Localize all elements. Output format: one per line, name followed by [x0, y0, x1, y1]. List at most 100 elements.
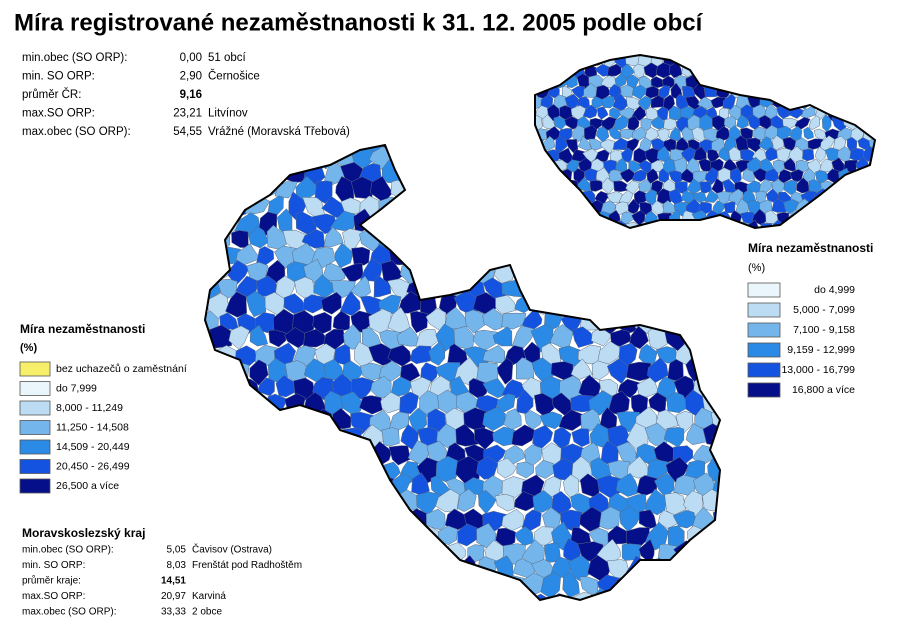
- district: [819, 221, 833, 228]
- district: [225, 291, 247, 318]
- district: [205, 411, 218, 431]
- district: [596, 246, 623, 265]
- district: [572, 326, 594, 348]
- district: [205, 214, 223, 235]
- district: [672, 509, 697, 529]
- district: [818, 55, 834, 70]
- district: [540, 219, 554, 228]
- district: [225, 525, 250, 547]
- district: [721, 361, 746, 381]
- district: [615, 246, 640, 267]
- district: [215, 510, 237, 532]
- district: [351, 246, 371, 266]
- stat-label: max.SO ORP:: [22, 108, 95, 120]
- district: [521, 147, 547, 167]
- stat-note: Čavisov (Ostrava): [192, 543, 272, 556]
- district: [206, 459, 232, 481]
- district: [783, 157, 796, 172]
- district: [664, 262, 689, 286]
- district: [551, 226, 573, 252]
- district: [692, 62, 707, 78]
- district: [248, 225, 270, 249]
- district: [535, 189, 536, 204]
- district: [209, 489, 232, 518]
- district: [256, 476, 278, 500]
- district: [758, 136, 775, 151]
- district: [752, 65, 767, 77]
- district: [501, 508, 525, 532]
- district: [684, 290, 708, 317]
- district: [808, 74, 823, 88]
- district: [463, 212, 488, 235]
- district: [589, 180, 605, 192]
- district: [844, 95, 858, 112]
- district: [729, 65, 745, 78]
- district: [782, 222, 797, 228]
- district: [342, 460, 366, 481]
- district: [426, 508, 446, 531]
- district: [320, 521, 345, 545]
- legend-swatch: [747, 282, 781, 298]
- district: [627, 455, 650, 479]
- district: [379, 558, 404, 583]
- legend-label: do 4,999: [814, 284, 855, 296]
- district: [369, 572, 393, 599]
- district: [594, 55, 610, 58]
- district: [360, 523, 383, 548]
- district: [711, 55, 725, 70]
- stat-label: max.SO ORP:: [22, 591, 85, 602]
- district: [525, 210, 534, 224]
- district: [855, 201, 871, 216]
- legend-label: 11,250 - 14,508: [56, 421, 129, 433]
- district: [501, 379, 527, 399]
- stat-value: 33,33: [161, 607, 186, 618]
- district: [353, 572, 371, 599]
- stat-note: Vrážné (Moravská Třebová): [208, 126, 350, 138]
- district: [349, 472, 374, 500]
- district: [724, 591, 745, 615]
- district: [205, 363, 213, 386]
- district: [802, 55, 817, 58]
- district: [474, 588, 498, 600]
- district: [851, 189, 864, 203]
- district: [225, 392, 250, 419]
- stat-value: 14,51: [161, 576, 186, 587]
- district: [532, 260, 553, 281]
- district: [474, 230, 498, 252]
- district: [645, 589, 670, 600]
- district: [381, 427, 400, 447]
- district: [727, 55, 744, 58]
- district: [216, 374, 242, 401]
- district: [219, 312, 240, 331]
- district: [881, 138, 895, 151]
- legend-label: 16,800 a více: [792, 384, 855, 396]
- district: [272, 145, 299, 166]
- district: [625, 221, 639, 228]
- district: [205, 459, 212, 485]
- district: [825, 208, 839, 224]
- district: [812, 55, 830, 58]
- legend-swatch: [19, 439, 51, 455]
- district: [436, 191, 456, 220]
- district: [301, 426, 324, 447]
- district: [650, 76, 664, 89]
- district: [482, 345, 506, 364]
- district: [487, 177, 507, 200]
- district: [564, 116, 580, 130]
- district: [502, 145, 526, 168]
- district: [410, 211, 431, 232]
- district: [722, 263, 744, 284]
- stat-label: min. SO ORP:: [22, 71, 95, 83]
- legend-swatch: [19, 361, 51, 377]
- district: [783, 179, 798, 196]
- district: [710, 310, 720, 331]
- district: [861, 86, 875, 99]
- district: [350, 442, 372, 466]
- district: [398, 559, 419, 579]
- district: [482, 211, 509, 232]
- district: [521, 181, 546, 199]
- district: [845, 72, 860, 90]
- district: [535, 73, 544, 91]
- district: [577, 135, 593, 151]
